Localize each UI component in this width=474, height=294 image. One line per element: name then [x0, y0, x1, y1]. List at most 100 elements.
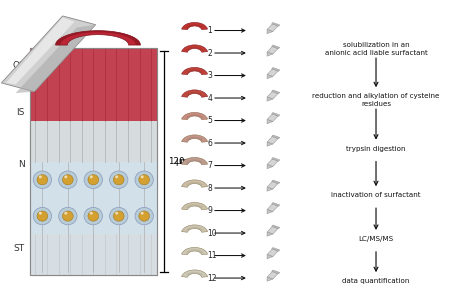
Wedge shape [182, 247, 208, 255]
Bar [30, 234, 157, 275]
Polygon shape [267, 69, 278, 76]
Text: 8: 8 [207, 183, 212, 193]
Polygon shape [272, 90, 280, 94]
Polygon shape [267, 227, 278, 234]
Polygon shape [273, 250, 275, 251]
Text: solubilization in an
anionic acid liable surfactant: solubilization in an anionic acid liable… [325, 42, 428, 56]
Polygon shape [273, 25, 275, 26]
Polygon shape [272, 113, 280, 116]
Text: 5: 5 [207, 116, 212, 125]
Polygon shape [267, 277, 273, 281]
Wedge shape [182, 202, 208, 210]
Ellipse shape [33, 171, 52, 188]
Ellipse shape [84, 171, 102, 188]
Polygon shape [267, 52, 273, 56]
Wedge shape [182, 22, 208, 30]
Bar [30, 162, 157, 234]
Ellipse shape [135, 171, 153, 188]
Wedge shape [186, 137, 203, 141]
Ellipse shape [113, 175, 124, 185]
Ellipse shape [88, 211, 99, 221]
Polygon shape [267, 204, 278, 212]
Ellipse shape [37, 211, 48, 221]
Ellipse shape [64, 176, 67, 178]
Text: reduction and alkylation of cysteine
residues: reduction and alkylation of cysteine res… [312, 93, 440, 107]
Polygon shape [273, 70, 275, 71]
Bar [30, 48, 157, 121]
Polygon shape [272, 180, 280, 184]
Wedge shape [186, 69, 203, 73]
Ellipse shape [88, 175, 99, 185]
Ellipse shape [139, 211, 149, 221]
Wedge shape [182, 225, 208, 232]
Polygon shape [267, 232, 273, 236]
Wedge shape [182, 45, 208, 52]
Ellipse shape [139, 175, 149, 185]
Wedge shape [182, 270, 208, 277]
Wedge shape [182, 112, 208, 120]
Wedge shape [186, 47, 203, 51]
Polygon shape [273, 115, 275, 116]
Polygon shape [272, 270, 280, 274]
Ellipse shape [109, 171, 128, 188]
Polygon shape [267, 210, 273, 214]
Bar [30, 48, 157, 275]
Polygon shape [267, 114, 278, 121]
Ellipse shape [135, 207, 153, 225]
Wedge shape [186, 249, 203, 253]
Text: 3: 3 [207, 71, 212, 80]
Text: μm: μm [175, 157, 189, 166]
Text: ST: ST [14, 244, 25, 253]
Wedge shape [186, 204, 203, 208]
Bar [30, 48, 157, 275]
Text: OS: OS [12, 61, 25, 70]
Text: IS: IS [17, 108, 25, 116]
Polygon shape [272, 135, 280, 139]
Polygon shape [267, 24, 278, 31]
Text: 12: 12 [207, 273, 217, 283]
Ellipse shape [115, 212, 118, 215]
Polygon shape [267, 187, 273, 191]
Polygon shape [55, 31, 140, 45]
Ellipse shape [59, 171, 77, 188]
Ellipse shape [84, 207, 102, 225]
Wedge shape [182, 157, 208, 165]
Ellipse shape [90, 212, 93, 215]
Text: data quantification: data quantification [342, 278, 410, 284]
Polygon shape [273, 48, 275, 49]
Polygon shape [267, 119, 273, 124]
Polygon shape [267, 142, 273, 146]
Polygon shape [272, 45, 280, 49]
Ellipse shape [33, 207, 52, 225]
Wedge shape [182, 180, 208, 187]
Wedge shape [182, 67, 208, 75]
Ellipse shape [109, 207, 128, 225]
Polygon shape [267, 182, 278, 189]
Text: 2: 2 [207, 49, 212, 58]
Polygon shape [272, 158, 280, 161]
Polygon shape [272, 22, 280, 26]
Polygon shape [267, 255, 273, 259]
Ellipse shape [113, 211, 124, 221]
Wedge shape [186, 182, 203, 186]
Wedge shape [186, 24, 203, 28]
Polygon shape [267, 159, 278, 167]
Wedge shape [186, 114, 203, 118]
Text: 120: 120 [168, 157, 184, 166]
Polygon shape [267, 46, 278, 54]
Polygon shape [6, 17, 74, 84]
Ellipse shape [90, 176, 93, 178]
Text: 4: 4 [207, 93, 212, 103]
Wedge shape [186, 227, 203, 231]
Polygon shape [273, 160, 275, 161]
Ellipse shape [64, 212, 67, 215]
Wedge shape [186, 272, 203, 276]
Ellipse shape [63, 211, 73, 221]
Text: 10: 10 [207, 228, 217, 238]
Text: 1: 1 [207, 26, 212, 35]
Polygon shape [267, 249, 278, 257]
Ellipse shape [59, 207, 77, 225]
Bar [30, 121, 157, 162]
Wedge shape [186, 159, 203, 163]
Polygon shape [267, 91, 278, 99]
